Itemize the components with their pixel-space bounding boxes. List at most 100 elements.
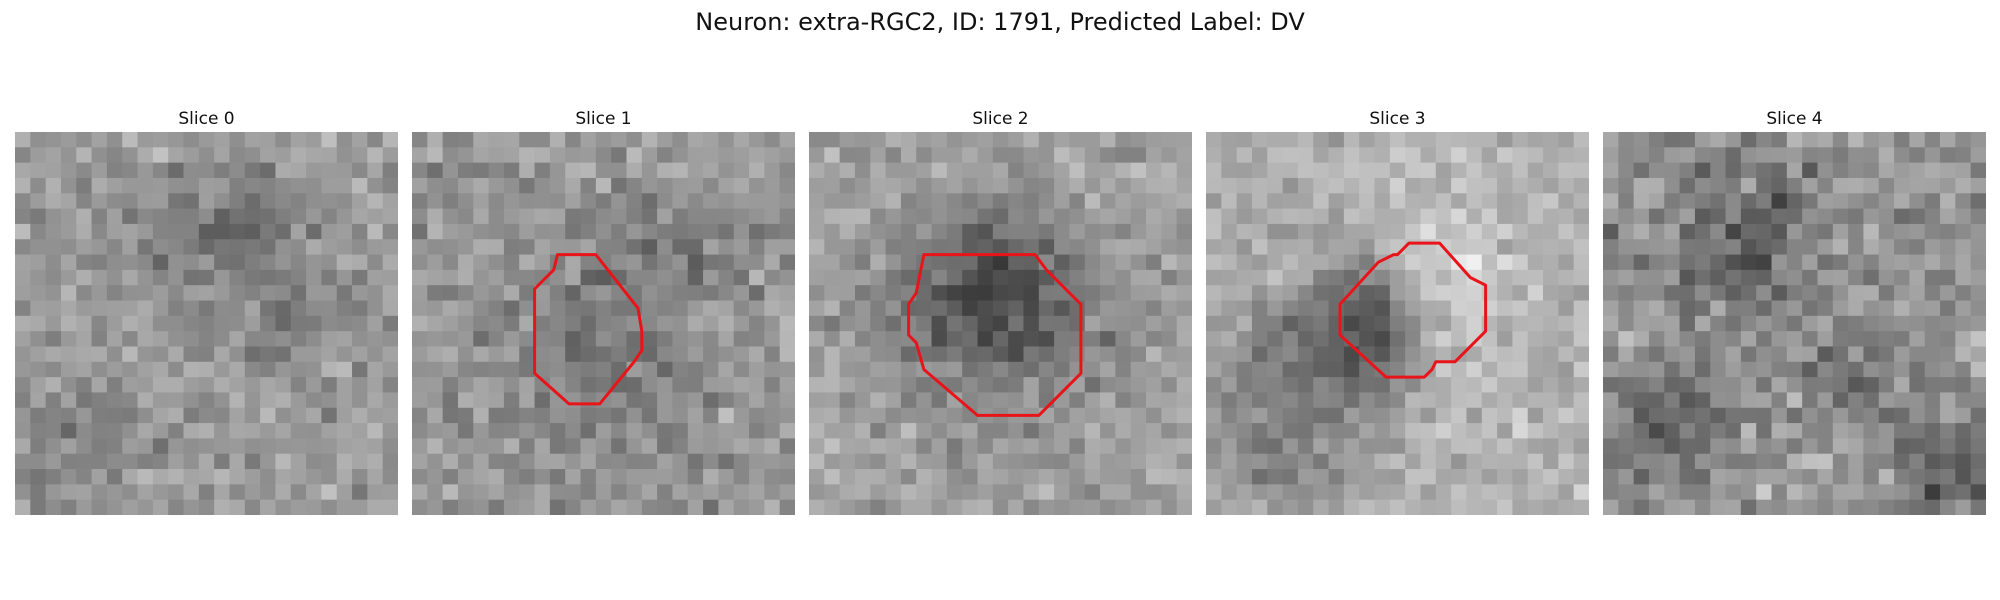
pixel-cell (1710, 392, 1726, 409)
pixel-cell (427, 177, 444, 194)
pixel-cell (565, 300, 581, 317)
pixel-cell (1069, 315, 1086, 332)
pixel-cell (611, 208, 627, 225)
pixel-cell (1909, 285, 1926, 301)
pixel-cell (1115, 162, 1132, 179)
pixel-cell (1725, 300, 1742, 317)
pixel-cell (1603, 499, 1619, 515)
pixel-cell (977, 331, 994, 347)
pixel-cell (60, 453, 77, 470)
pixel-cell (733, 177, 750, 194)
pixel-cell (290, 361, 307, 378)
pixel-cell (152, 469, 169, 485)
pixel-cell (1771, 423, 1788, 439)
pixel-cell (244, 208, 261, 225)
pixel-cell (352, 162, 368, 179)
pixel-cell (1955, 208, 1972, 225)
pixel-cell (1146, 438, 1162, 455)
pixel-cell (122, 285, 138, 301)
pixel-cell (1512, 361, 1529, 378)
pixel-cell (1725, 484, 1742, 501)
pixel-cell (1451, 315, 1467, 332)
pixel-cell (76, 438, 92, 455)
pixel-cell (565, 361, 581, 378)
pixel-cell (45, 315, 62, 332)
pixel-cell (1955, 377, 1972, 393)
pixel-cell (137, 407, 154, 424)
pixel-cell (1374, 484, 1391, 501)
pixel-cell (1038, 377, 1055, 393)
pixel-cell (931, 239, 948, 255)
pixel-cell (1251, 254, 1268, 271)
pixel-cell (1023, 162, 1040, 179)
pixel-cell (1817, 423, 1834, 439)
pixel-cell (946, 361, 963, 378)
pixel-cell (1740, 453, 1757, 470)
pixel-cell (687, 132, 704, 148)
pixel-cell (839, 254, 856, 271)
pixel-cell (1008, 453, 1024, 470)
pixel-cell (290, 331, 307, 347)
pixel-cell (275, 239, 292, 255)
pixel-cell (260, 331, 276, 347)
pixel-cell (1603, 392, 1619, 409)
pixel-cell (1115, 285, 1132, 301)
pixel-cell (854, 300, 871, 317)
pixel-cell (1543, 453, 1559, 470)
pixel-cell (1603, 269, 1619, 286)
pixel-cell (427, 254, 444, 271)
pixel-cell (1573, 254, 1589, 271)
pixel-cell (1100, 453, 1116, 470)
pixel-cell (1451, 438, 1467, 455)
pixel-cell (1633, 162, 1650, 179)
pixel-cell (764, 254, 781, 271)
pixel-cell (549, 346, 566, 363)
pixel-cell (229, 315, 246, 332)
pixel-cell (549, 239, 566, 255)
pixel-cell (962, 484, 978, 501)
pixel-cell (1251, 162, 1268, 179)
pixel-cell (1236, 269, 1253, 286)
pixel-cell (260, 438, 276, 455)
pixel-cell (1038, 499, 1055, 515)
pixel-cell (275, 147, 292, 164)
pixel-cell (45, 484, 62, 501)
pixel-cell (672, 269, 689, 286)
pixel-cell (1710, 484, 1726, 501)
pixel-cell (809, 208, 825, 225)
pixel-cell (916, 315, 932, 332)
pixel-cell (457, 177, 474, 194)
pixel-cell (427, 300, 444, 317)
pixel-cell (1802, 208, 1818, 225)
pixel-cell (60, 484, 77, 501)
pixel-cell (657, 377, 673, 393)
pixel-cell (198, 484, 215, 501)
pixel-cell (977, 223, 994, 240)
pixel-cell (382, 423, 398, 439)
pixel-cell (1466, 239, 1483, 255)
pixel-cell (854, 285, 871, 301)
pixel-cell (519, 285, 535, 301)
pixel-cell (1008, 331, 1024, 347)
pixel-cell (1786, 438, 1803, 455)
pixel-cell (1297, 438, 1314, 455)
pixel-cell (1863, 285, 1880, 301)
pixel-cell (503, 132, 520, 148)
pixel-cell (1130, 223, 1147, 240)
pixel-cell (367, 193, 384, 209)
pixel-cell (168, 361, 184, 378)
pixel-cell (306, 499, 322, 515)
pixel-cell (427, 239, 444, 255)
pixel-cell (1008, 177, 1024, 194)
pixel-cell (733, 315, 750, 332)
pixel-cell (488, 407, 505, 424)
pixel-cell (534, 208, 551, 225)
pixel-cell (15, 300, 31, 317)
pixel-cell (749, 499, 765, 515)
pixel-cell (60, 377, 77, 393)
pixel-cell (306, 239, 322, 255)
pixel-cell (15, 331, 31, 347)
pixel-cell (214, 331, 230, 347)
pixel-cell (137, 484, 154, 501)
pixel-cell (519, 392, 535, 409)
